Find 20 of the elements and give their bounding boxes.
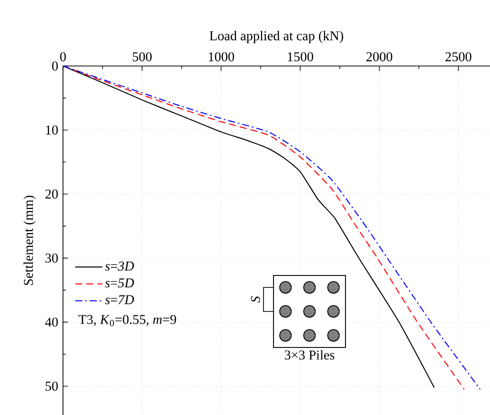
legend-label: s=5D <box>105 278 134 288</box>
x-tick-label: 1500 <box>288 52 314 62</box>
x-tick-label: 2000 <box>366 52 392 62</box>
y-tick-label: 10 <box>46 125 58 135</box>
y-axis-title: Settlement (mm) <box>24 196 36 285</box>
x-axis-title: Load applied at cap (kN) <box>210 30 344 44</box>
y-tick-label: 0 <box>52 61 58 71</box>
y-tick-label: 50 <box>46 382 58 391</box>
annotation: 3×3 Piles <box>284 350 334 360</box>
x-tick-label: 0 <box>60 52 66 62</box>
legend-label: s=3D <box>105 262 134 271</box>
x-tick-label: 1000 <box>208 52 234 62</box>
y-tick-label: 30 <box>46 254 58 263</box>
annotation: T3, K$_{0}$=0.55, m=9 <box>78 314 176 326</box>
x-tick-label: 2500 <box>446 52 472 62</box>
y-tick-label: 40 <box>45 318 58 327</box>
annotation: S <box>250 296 260 303</box>
x-tick-label: 500 <box>132 52 152 62</box>
y-tick-label: 20 <box>45 190 58 199</box>
legend-label: s=7D <box>105 295 134 304</box>
